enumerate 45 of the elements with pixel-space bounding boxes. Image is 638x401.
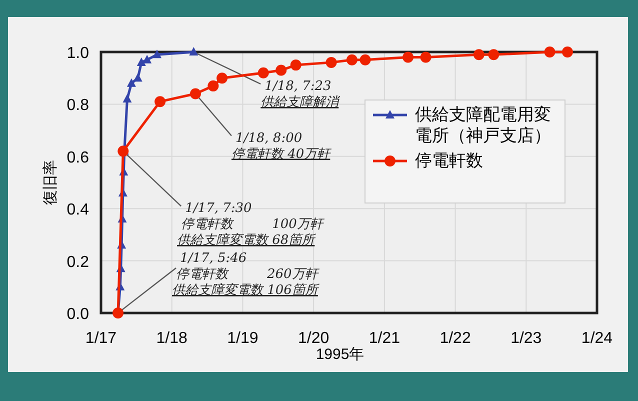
point [122,94,132,102]
x-axis-title: 1995年 [316,346,364,363]
annotation: 供給支障変電数 68箇所 [177,232,317,248]
point [276,64,287,76]
x-tick-label: 1/20 [298,330,330,347]
y-tick-label: 0.6 [66,149,90,166]
x-tick-label: 1/21 [368,330,400,347]
x-tick-label: 1/22 [440,330,471,347]
x-tick-label: 1/19 [227,330,258,347]
annotation: 1/18, 8:00 停電軒数 40万軒 [231,130,332,162]
point [402,52,414,63]
x-tick-label: 1/18 [156,330,188,347]
point [208,80,219,92]
annotation: 1/18, 7:23 供給支障解消 [260,79,341,110]
point [544,46,556,58]
point [473,49,484,60]
point [420,52,432,63]
y-tick-label: 0.4 [66,202,90,219]
y-tick-label: 0.8 [66,97,90,114]
annotation: 供給支障変電数 106箇所 [172,282,320,298]
point [190,88,201,100]
y-tick-label: 0.0 [66,306,90,323]
legend-label: 停電軒数 [415,151,483,170]
point [326,56,337,68]
point [290,60,302,71]
point [258,67,269,78]
annotation: 1/17, 7:30 停電軒数 100万軒 [181,201,325,232]
y-tick-label: 0.2 [66,254,90,271]
point [562,46,573,58]
point [126,78,136,87]
point [154,96,166,108]
point [216,72,228,84]
point [346,54,358,66]
y-tick-label: 1.0 [66,45,90,62]
x-tick-label: 1/17 [85,330,117,347]
legend-label: 供給支障配電用変電所（神戸支店） [415,105,551,145]
point [189,47,198,56]
annotation: 1/17, 5:46 停電軒数 260万軒 [176,251,320,282]
x-tick-label: 1/23 [510,330,542,347]
y-axis-title: 復旧率 [42,160,59,205]
point [488,49,500,60]
point [360,54,371,66]
point [152,50,162,58]
point [136,57,146,66]
x-tick-label: 1/24 [581,330,613,347]
